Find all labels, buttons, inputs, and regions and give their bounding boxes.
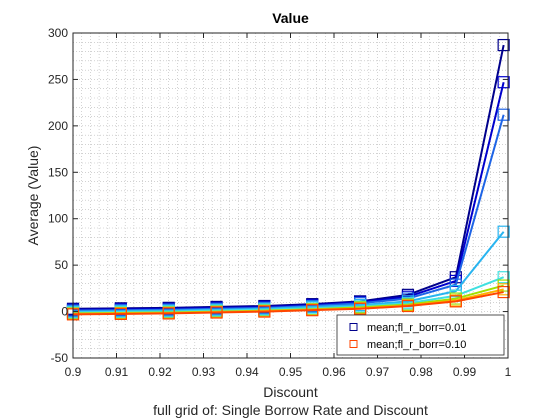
y-tick-label: 150 xyxy=(48,165,68,179)
series-line xyxy=(72,291,504,316)
y-tick-label: 200 xyxy=(48,119,68,133)
chart-subtitle: full grid of: Single Borrow Rate and Dis… xyxy=(153,402,428,418)
series-lines xyxy=(66,38,510,321)
data-point-marker xyxy=(497,108,510,121)
legend-label: mean;fl_r_borr=0.01 xyxy=(367,322,466,334)
x-tick-label: 0.99 xyxy=(453,365,477,379)
data-point-marker xyxy=(114,307,127,320)
x-tick-label: 0.98 xyxy=(409,365,433,379)
chart-title: Value xyxy=(272,10,309,26)
x-tick-label: 0.92 xyxy=(148,365,172,379)
data-point-marker xyxy=(497,271,510,284)
data-point-marker xyxy=(497,38,510,52)
x-tick-label: 1 xyxy=(505,365,512,379)
y-tick-label: 300 xyxy=(48,26,68,40)
legend: mean;fl_r_borr=0.01 mean;fl_r_borr=0.10 xyxy=(336,314,505,356)
legend-label: mean;fl_r_borr=0.10 xyxy=(367,339,466,351)
legend-marker xyxy=(349,340,358,348)
data-point-marker xyxy=(306,304,319,317)
x-tick-label: 0.94 xyxy=(235,365,259,379)
tick-labels: 0.9 0.91 0.92 0.93 0.94 0.95 0.96 0.97 0.98 0.99 1… xyxy=(48,26,512,379)
y-tick-label: 0 xyxy=(61,305,68,319)
y-tick-label: -50 xyxy=(51,351,69,365)
data-point-marker xyxy=(354,302,367,315)
data-point-marker xyxy=(497,285,510,299)
data-point-marker xyxy=(497,225,510,238)
data-point-marker xyxy=(497,76,510,89)
x-tick-label: 0.96 xyxy=(322,365,346,379)
data-point-marker xyxy=(210,306,223,319)
data-point-marker xyxy=(449,295,462,308)
y-axis-label: Average (Value) xyxy=(25,146,41,246)
y-tick-label: 50 xyxy=(55,258,69,272)
data-point-marker xyxy=(401,299,415,313)
series-8 xyxy=(66,285,510,321)
x-tick-label: 0.91 xyxy=(105,365,129,379)
x-tick-label: 0.93 xyxy=(192,365,216,379)
data-point-marker xyxy=(258,305,271,318)
x-tick-label: 0.95 xyxy=(279,365,303,379)
data-point-marker xyxy=(162,307,175,320)
legend-item: mean;fl_r_borr=0.10 xyxy=(349,339,466,351)
legend-item: mean;fl_r_borr=0.01 xyxy=(349,322,466,334)
x-tick-label: 0.97 xyxy=(366,365,390,379)
legend-marker xyxy=(349,323,358,331)
y-tick-label: 100 xyxy=(48,212,68,226)
x-tick-label: 0.9 xyxy=(65,365,82,379)
legend-box xyxy=(336,314,505,356)
x-axis-label: Discount xyxy=(263,384,318,400)
y-tick-label: 250 xyxy=(48,72,68,86)
